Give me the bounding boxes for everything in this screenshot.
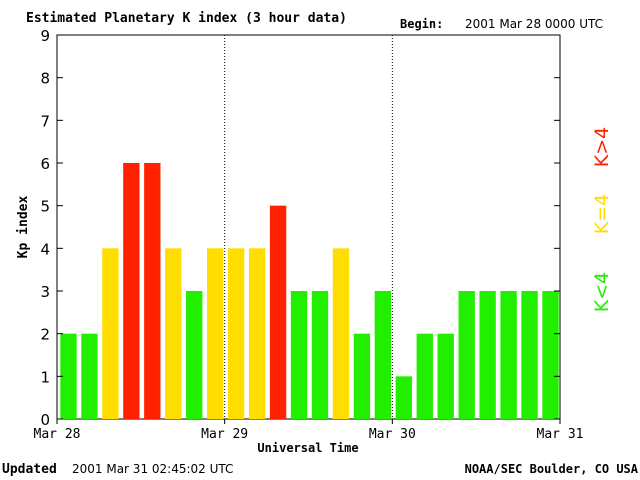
kp-bar [521,291,538,419]
x-tick-label: Mar 28 [34,427,81,442]
kp-bar [123,163,140,419]
kp-bar [458,291,475,419]
y-tick-label: 0 [40,411,50,429]
y-tick-label: 9 [40,27,50,45]
kp-bar [165,248,182,419]
chart-title: Estimated Planetary K index (3 hour data… [26,11,347,26]
day-separators [224,35,393,419]
kp-bar [416,333,433,419]
kp-bar [102,248,119,419]
y-tick-label: 4 [40,240,50,258]
kp-bar [207,248,224,419]
y-axis: 0 1 2 3 4 5 6 7 8 9 [40,27,560,429]
kp-bar [437,333,454,419]
updated-label: Updated [2,462,57,477]
legend-mid: K=4 [591,194,613,234]
x-tick-label: Mar 30 [369,427,416,442]
kp-bar [479,291,496,419]
updated-value: 2001 Mar 31 02:45:02 UTC [72,462,233,476]
y-tick-label: 2 [40,326,50,344]
kp-bar [186,291,203,419]
y-tick-label: 8 [40,70,50,88]
legend-low: K<4 [591,272,613,312]
plot-frame [56,34,561,420]
kp-bar [374,291,392,419]
x-axis-label: Universal Time [257,441,358,455]
x-axis: Mar 28 Mar 29 Mar 30 Mar 31 [34,419,584,442]
y-tick-label: 5 [40,198,50,216]
source-credit: NOAA/SEC Boulder, CO USA [465,462,639,476]
y-tick-label: 7 [40,112,50,130]
kp-bar [269,205,287,419]
kp-bar [227,248,245,419]
kp-bar [500,291,517,419]
begin-value: 2001 Mar 28 0000 UTC [465,17,603,31]
kp-bar [311,291,329,419]
kp-bar [81,333,98,419]
begin-label: Begin: [400,17,443,31]
x-tick-label: Mar 31 [537,427,584,442]
kp-bar [332,248,350,419]
y-tick-label: 3 [40,283,50,301]
kp-bar [353,333,371,419]
kp-bar [248,248,266,419]
legend-high: K>4 [591,127,613,167]
y-tick-label: 1 [40,368,50,386]
bars [60,163,559,419]
x-tick-label: Mar 29 [201,427,248,442]
y-tick-label: 6 [40,155,50,173]
kp-bar [290,291,308,419]
y-axis-label: Kp index [16,196,31,259]
kp-bar [60,333,77,419]
kp-bar [144,163,161,419]
kp-bar [395,376,412,419]
kp-bar [542,291,559,419]
